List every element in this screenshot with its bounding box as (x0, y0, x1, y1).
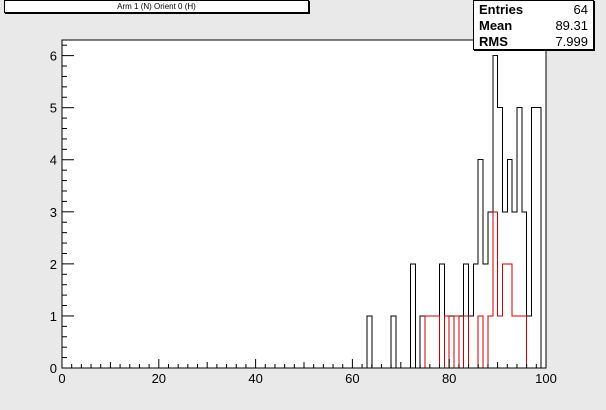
y-tick-label: 3 (50, 205, 57, 220)
y-tick-label: 6 (50, 49, 57, 64)
stats-label-rms: RMS (479, 33, 508, 49)
plot-frame (61, 39, 547, 369)
stats-row-mean: Mean 89.31 (479, 17, 588, 33)
x-tick-label: 80 (442, 371, 456, 386)
stats-label-entries: Entries (479, 1, 524, 17)
x-tick-label: 40 (248, 371, 262, 386)
histogram-title: Arm 1 (N) Orient 0 (H) (4, 0, 309, 13)
x-tick-label: 0 (58, 371, 65, 386)
y-tick-label: 1 (50, 309, 57, 324)
x-tick-label: 100 (535, 371, 557, 386)
stats-value-mean: 89.31 (555, 17, 588, 33)
stats-box: Entries 64 Mean 89.31 RMS 7.999 (473, 0, 594, 50)
stats-row-rms: RMS 7.999 (479, 33, 588, 49)
x-tick-label: 20 (152, 371, 166, 386)
y-tick-label: 2 (50, 257, 57, 272)
stats-label-mean: Mean (479, 17, 513, 33)
axis-layer: 0 20 40 60 80 100 0 1 2 3 4 5 6 (50, 40, 557, 386)
stats-value-rms: 7.999 (555, 33, 588, 49)
x-tick-label: 60 (345, 371, 359, 386)
y-tick-label: 5 (50, 101, 57, 116)
stats-value-entries: 64 (573, 1, 588, 17)
stats-row-entries: Entries 64 (479, 1, 588, 17)
y-tick-label: 4 (50, 153, 57, 168)
y-tick-label: 0 (50, 361, 57, 376)
